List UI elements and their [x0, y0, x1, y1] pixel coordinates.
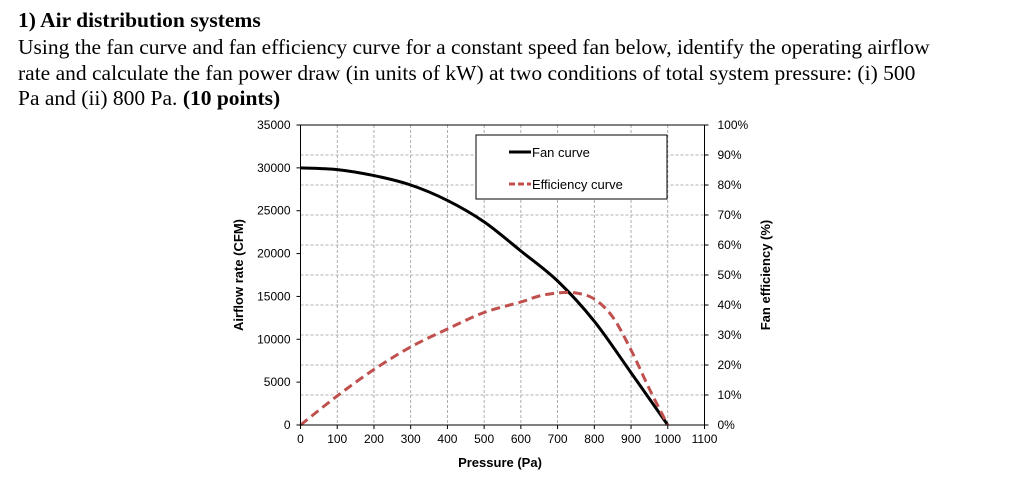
x-tick-label: 1100	[692, 432, 718, 446]
question-line-1: Using the fan curve and fan efficiency c…	[18, 35, 930, 59]
question-points: (10 points)	[182, 86, 281, 110]
grid	[300, 125, 705, 425]
y-tick-label: 10000	[257, 332, 291, 346]
y-tick-label: 5000	[264, 375, 291, 389]
x-tick-label: 900	[621, 432, 641, 446]
legend-efficiency-label: Efficiency curve	[532, 177, 623, 192]
question-line-3: Pa and (ii) 800 Pa. (10 points)	[18, 85, 280, 111]
y2-axis-label: Fan efficiency (%)	[758, 220, 773, 331]
y-tick-label: 25000	[257, 204, 291, 218]
legend-fan-label: Fan curve	[532, 145, 590, 160]
curves	[299, 166, 670, 427]
x-tick-label: 500	[474, 432, 494, 446]
x-tick-label: 400	[437, 432, 457, 446]
y2-tick-label: 30%	[718, 328, 742, 342]
x-tick-label: 300	[401, 432, 421, 446]
x-tick-label: 1000	[654, 432, 681, 446]
question-title: 1) Air distribution systems	[18, 8, 261, 32]
x-tick-label: 200	[364, 432, 384, 446]
y2-tick-label: 20%	[718, 358, 742, 372]
efficiency-curve-line	[299, 290, 670, 427]
y2-tick-label: 60%	[718, 238, 742, 252]
y-tick-label: 20000	[257, 247, 291, 261]
question-line-2: rate and calculate the fan power draw (i…	[18, 61, 916, 85]
y2-tick-label: 50%	[718, 268, 742, 282]
y2-tick-label: 10%	[718, 388, 742, 402]
x-tick-label: 600	[511, 432, 531, 446]
x-tick-label: 100	[327, 432, 347, 446]
y-tick-label: 30000	[257, 161, 291, 175]
y-tick-label: 35000	[257, 118, 291, 132]
y2-tick-label: 40%	[718, 298, 742, 312]
fan-curve-line	[300, 166, 670, 426]
legend-box	[475, 134, 668, 200]
y-axis-label: Airflow rate (CFM)	[231, 219, 246, 331]
y-tick-label: 0	[284, 418, 291, 432]
x-axis-label: Pressure (Pa)	[458, 455, 542, 470]
legend: Fan curve Efficiency curve	[475, 134, 668, 200]
y2-tick-label: 0%	[718, 418, 736, 432]
x-tick-label: 800	[584, 432, 604, 446]
y2-tick-label: 100%	[718, 118, 749, 132]
y2-tick-label: 70%	[718, 208, 742, 222]
y2-tick-label: 80%	[718, 178, 742, 192]
y-tick-label: 15000	[257, 289, 291, 303]
y2-tick-label: 90%	[718, 148, 742, 162]
axes	[296, 124, 709, 429]
question-line-3-text: Pa and (ii) 800 Pa.	[18, 86, 183, 110]
x-tick-label: 0	[297, 432, 304, 446]
x-tick-label: 700	[548, 432, 568, 446]
